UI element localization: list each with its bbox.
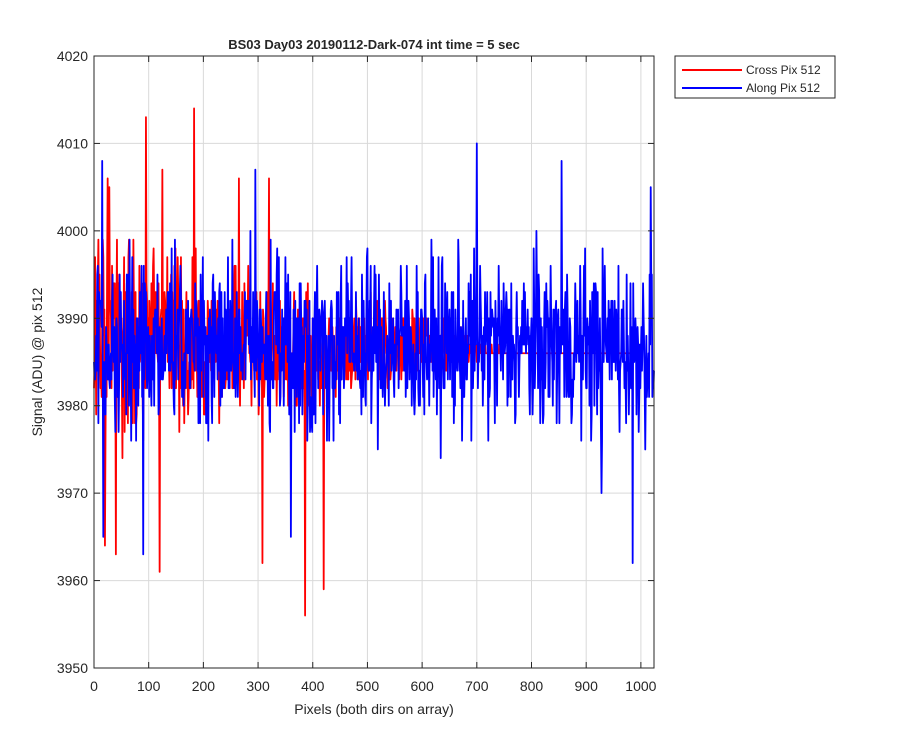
x-tick-label: 300 <box>246 678 270 694</box>
chart-title: BS03 Day03 20190112-Dark-074 int time = … <box>228 37 520 52</box>
axes-box <box>93 55 655 669</box>
y-tick-label: 3980 <box>57 398 88 414</box>
x-tick-label: 400 <box>301 678 325 694</box>
y-tick-label: 3960 <box>57 573 88 589</box>
legend-label-cross: Cross Pix 512 <box>746 63 821 77</box>
axis-ticks: 0 100 200 300 400 500 600 700 800 900 1000 3950 3960… <box>57 48 657 694</box>
x-tick-label: 800 <box>520 678 544 694</box>
x-tick-label: 600 <box>410 678 434 694</box>
x-tick-label: 200 <box>192 678 216 694</box>
y-tick-label: 3990 <box>57 310 88 326</box>
y-tick-label: 4020 <box>57 48 88 64</box>
y-tick-label: 4000 <box>57 223 88 239</box>
legend: Cross Pix 512 Along Pix 512 <box>674 55 836 99</box>
x-axis-label: Pixels (both dirs on array) <box>294 701 454 717</box>
y-axis-label: Signal (ADU) @ pix 512 <box>29 287 45 436</box>
legend-box <box>674 55 836 99</box>
legend-label-along: Along Pix 512 <box>746 81 820 95</box>
x-tick-label: 100 <box>137 678 161 694</box>
y-tick-label: 3970 <box>57 485 88 501</box>
plot-area: 0 100 200 300 400 500 600 700 800 900 1000 3950 3960… <box>57 48 657 694</box>
y-tick-label: 4010 <box>57 135 88 151</box>
x-tick-label: 500 <box>356 678 380 694</box>
x-tick-label: 0 <box>90 678 98 694</box>
x-tick-label: 700 <box>465 678 489 694</box>
series-line-along <box>93 142 655 564</box>
x-tick-label: 900 <box>575 678 599 694</box>
series-layer <box>93 107 655 617</box>
y-tick-label: 3950 <box>57 660 88 676</box>
x-tick-label: 1000 <box>625 678 656 694</box>
